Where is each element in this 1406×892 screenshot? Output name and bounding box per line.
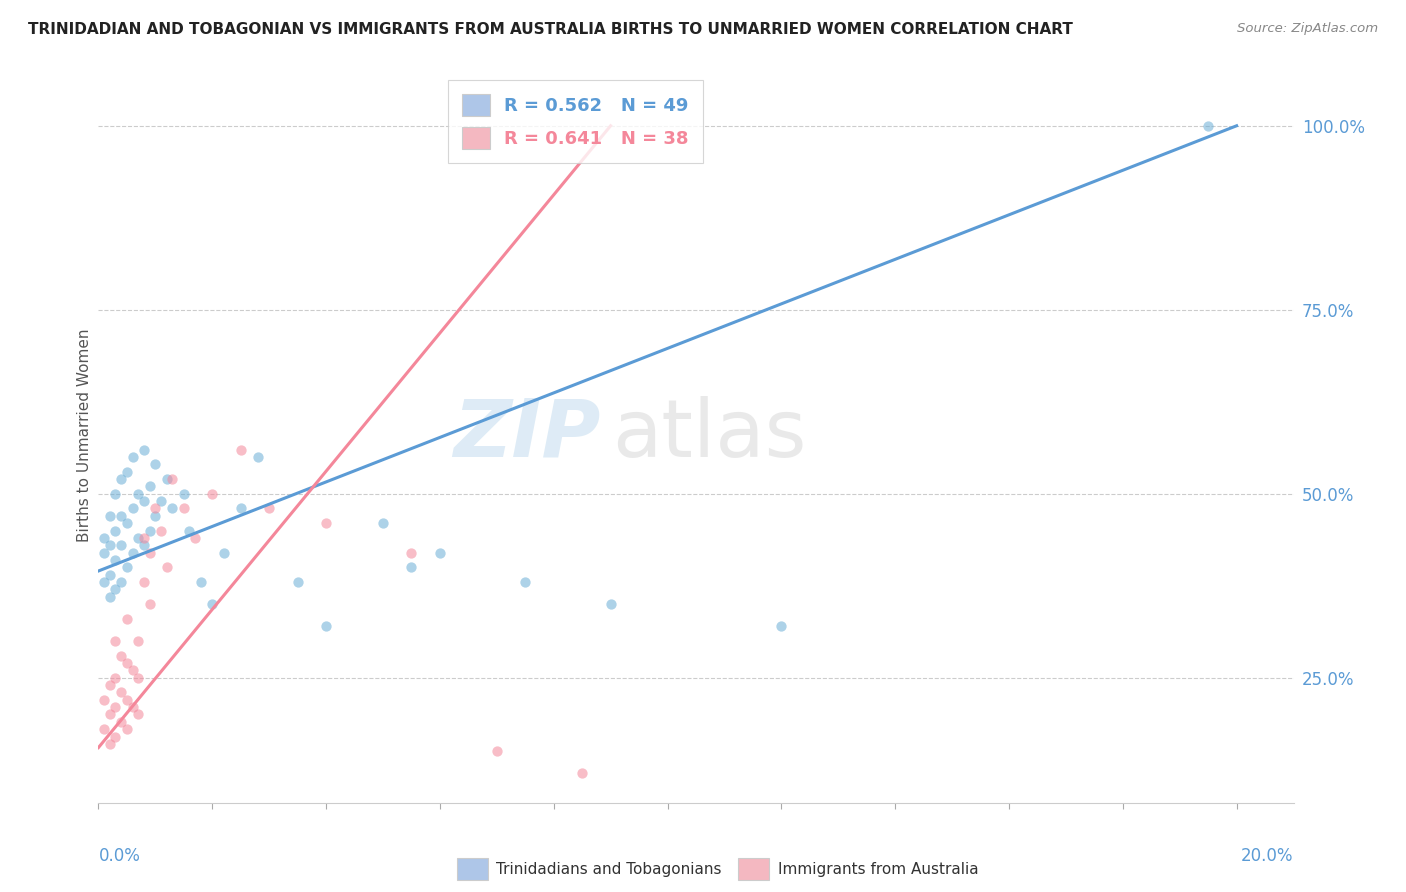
Point — [127, 633, 149, 648]
Point — [110, 574, 132, 589]
Point — [190, 574, 212, 589]
Point — [127, 671, 149, 685]
Point — [287, 574, 309, 589]
Point — [98, 737, 121, 751]
Point — [138, 479, 160, 493]
Point — [156, 472, 179, 486]
Point — [98, 538, 121, 552]
Point — [127, 487, 149, 501]
Point — [257, 501, 280, 516]
Point — [150, 494, 173, 508]
Point — [104, 671, 127, 685]
Point — [121, 501, 143, 516]
Point — [132, 494, 155, 508]
Point — [770, 619, 793, 633]
Point — [132, 574, 155, 589]
Point — [429, 545, 451, 560]
Point — [110, 538, 132, 552]
Point — [93, 531, 115, 545]
Point — [98, 590, 121, 604]
Point — [599, 597, 621, 611]
Point — [98, 707, 121, 722]
Point — [143, 508, 166, 523]
Point — [229, 501, 252, 516]
Point — [184, 531, 207, 545]
Point — [485, 744, 508, 758]
Point — [115, 560, 138, 574]
Point — [93, 723, 115, 737]
Point — [121, 700, 143, 714]
Point — [138, 545, 160, 560]
Point — [115, 656, 138, 670]
Point — [104, 730, 127, 744]
Point — [315, 619, 337, 633]
Text: TRINIDADIAN AND TOBAGONIAN VS IMMIGRANTS FROM AUSTRALIA BIRTHS TO UNMARRIED WOME: TRINIDADIAN AND TOBAGONIAN VS IMMIGRANTS… — [28, 22, 1073, 37]
Point — [110, 648, 132, 663]
Point — [173, 487, 195, 501]
Text: atlas: atlas — [613, 396, 807, 474]
Text: 20.0%: 20.0% — [1241, 847, 1294, 865]
Point — [115, 612, 138, 626]
Point — [201, 597, 224, 611]
Point — [201, 487, 224, 501]
Point — [132, 442, 155, 457]
Point — [104, 700, 127, 714]
Point — [371, 516, 394, 530]
Point — [315, 516, 337, 530]
Point — [173, 501, 195, 516]
Point — [132, 531, 155, 545]
Text: 0.0%: 0.0% — [98, 847, 141, 865]
Point — [138, 597, 160, 611]
Point — [121, 450, 143, 464]
Point — [104, 553, 127, 567]
Point — [132, 538, 155, 552]
Point — [104, 633, 127, 648]
Point — [104, 487, 127, 501]
Point — [143, 457, 166, 471]
Point — [127, 531, 149, 545]
Text: Immigrants from Australia: Immigrants from Australia — [778, 863, 979, 877]
Point — [121, 545, 143, 560]
Point — [98, 567, 121, 582]
Text: Source: ZipAtlas.com: Source: ZipAtlas.com — [1237, 22, 1378, 36]
Text: Trinidadians and Tobagonians: Trinidadians and Tobagonians — [496, 863, 721, 877]
Point — [127, 707, 149, 722]
Point — [143, 501, 166, 516]
Point — [110, 714, 132, 729]
Point — [115, 465, 138, 479]
Text: ZIP: ZIP — [453, 396, 600, 474]
Point — [104, 524, 127, 538]
Point — [150, 524, 173, 538]
Point — [104, 582, 127, 597]
Point — [110, 685, 132, 699]
Legend: R = 0.562   N = 49, R = 0.641   N = 38: R = 0.562 N = 49, R = 0.641 N = 38 — [449, 79, 703, 163]
Point — [1197, 119, 1219, 133]
Point — [571, 766, 593, 780]
Y-axis label: Births to Unmarried Women: Births to Unmarried Women — [77, 328, 91, 541]
Point — [98, 678, 121, 692]
Point — [93, 574, 115, 589]
Point — [115, 516, 138, 530]
Point — [110, 472, 132, 486]
Point — [401, 545, 423, 560]
Point — [93, 692, 115, 706]
Point — [162, 501, 184, 516]
Point — [246, 450, 269, 464]
Point — [121, 664, 143, 678]
Point — [138, 524, 160, 538]
Point — [179, 524, 201, 538]
Point — [110, 508, 132, 523]
Point — [115, 692, 138, 706]
Point — [229, 442, 252, 457]
Point — [115, 723, 138, 737]
Point — [212, 545, 235, 560]
Point — [98, 508, 121, 523]
Point — [515, 574, 537, 589]
Point — [93, 545, 115, 560]
Point — [401, 560, 423, 574]
Point — [162, 472, 184, 486]
Point — [156, 560, 179, 574]
